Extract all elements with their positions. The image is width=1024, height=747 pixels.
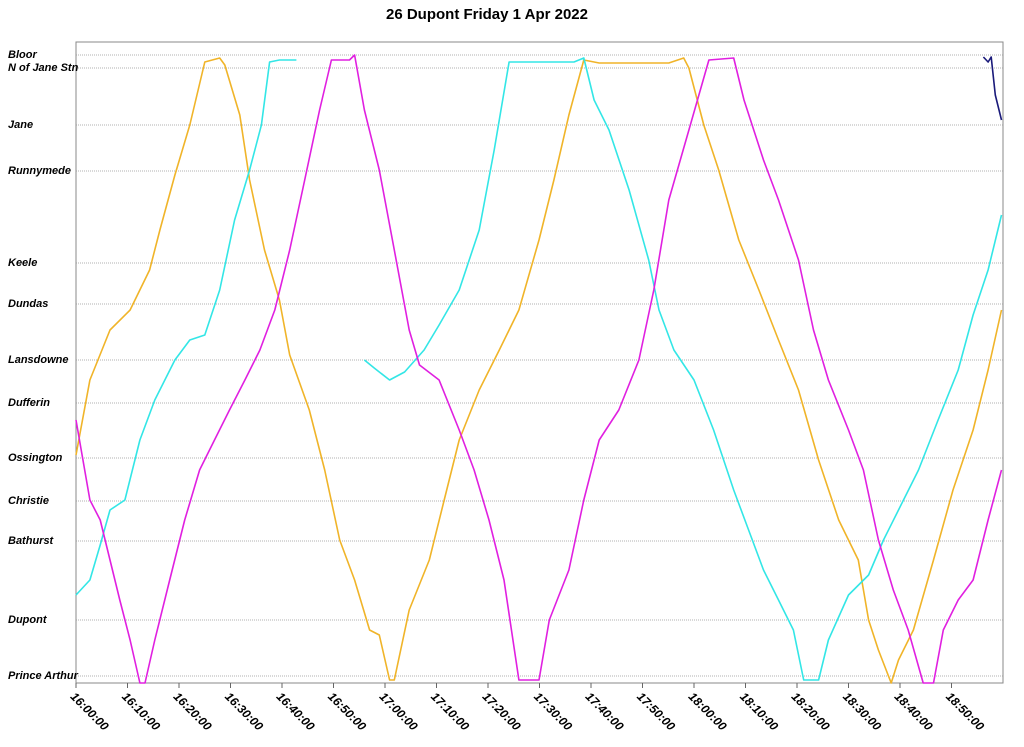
y-tick-label: Christie	[8, 495, 49, 507]
x-tick-label: 18:10:00	[737, 689, 781, 733]
y-tick-label: Dufferin	[8, 397, 50, 409]
x-tick-label: 16:20:00	[171, 689, 215, 733]
chart-title: 26 Dupont Friday 1 Apr 2022	[386, 6, 588, 23]
x-tick-label: 17:50:00	[634, 689, 678, 733]
y-tick-label: Prince Arthur	[8, 670, 79, 682]
plot-frame	[75, 41, 1004, 684]
y-tick-label: Jane	[8, 119, 33, 131]
x-tick-label: 16:50:00	[325, 689, 369, 733]
y-tick-label: Dupont	[8, 614, 48, 626]
x-tick-label: 17:10:00	[428, 689, 472, 733]
y-tick-label: Runnymede	[8, 165, 71, 177]
series-line	[75, 54, 1003, 684]
y-tick-label: Bloor	[8, 49, 37, 61]
series-line	[75, 57, 1003, 684]
x-tick-label: 18:40:00	[892, 689, 936, 733]
x-tick-label: 17:40:00	[583, 689, 627, 733]
x-tick-label: 16:30:00	[222, 689, 266, 733]
x-tick-label: 16:10:00	[119, 689, 163, 733]
x-tick-label: 17:20:00	[480, 689, 524, 733]
y-tick-label: Ossington	[8, 452, 63, 464]
x-tick-label: 18:30:00	[840, 689, 884, 733]
x-tick-label: 18:20:00	[789, 689, 833, 733]
y-tick-label: N of Jane Stn	[8, 62, 79, 74]
series-line	[982, 56, 1003, 121]
series-line	[75, 57, 1003, 681]
x-tick-label: 18:00:00	[686, 689, 730, 733]
x-tick-label: 17:00:00	[377, 689, 421, 733]
x-tick-label: 16:40:00	[274, 689, 318, 733]
x-tick-label: 16:00:00	[68, 689, 112, 733]
x-tick-label: 17:30:00	[531, 689, 575, 733]
x-tick-label: 18:50:00	[943, 689, 987, 733]
y-tick-label: Lansdowne	[8, 354, 69, 366]
y-tick-label: Bathurst	[8, 535, 55, 547]
y-tick-label: Keele	[8, 257, 37, 269]
y-tick-label: Dundas	[8, 298, 48, 310]
